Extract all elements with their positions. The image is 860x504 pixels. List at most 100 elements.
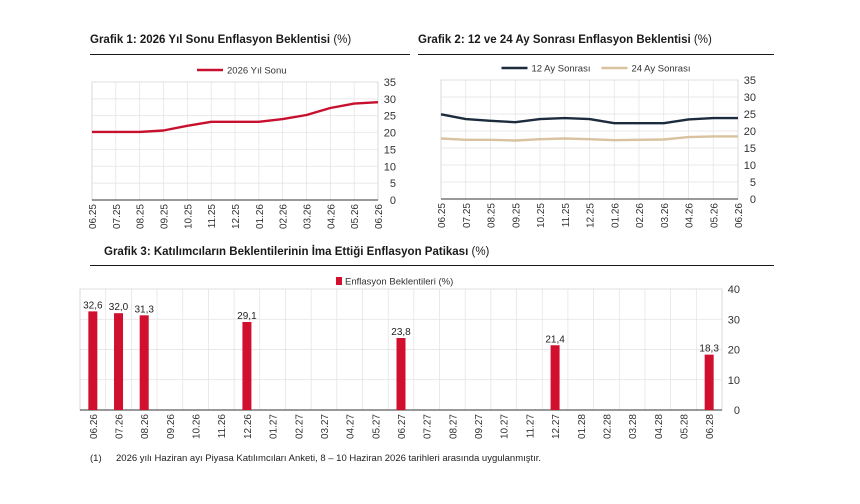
chart2-ytick-label: 30 xyxy=(744,92,756,104)
chart2-data-point xyxy=(687,136,689,138)
chart1-xtick-label: 06.25 xyxy=(88,204,99,229)
chart1-xtick-label: 06.26 xyxy=(374,204,385,229)
chart2-xtick-label: 06.25 xyxy=(437,203,448,228)
chart3-xtick-label: 02.28 xyxy=(602,414,613,439)
chart3-bar xyxy=(88,311,98,410)
chart1-data-point xyxy=(186,125,188,127)
chart1-ytick-label: 30 xyxy=(384,94,396,106)
chart2-data-point xyxy=(440,113,442,115)
chart2-data-point xyxy=(712,117,714,119)
chart3-xtick-label: 12.26 xyxy=(243,414,254,439)
chart3-xtick-label: 05.28 xyxy=(679,414,690,439)
chart3-title-unit: (%) xyxy=(471,246,490,258)
chart3-xtick-label: 05.27 xyxy=(371,414,382,439)
chart1-ytick-label: 20 xyxy=(384,128,396,140)
chart1-data-point xyxy=(281,118,283,120)
chart3-xtick-label: 09.27 xyxy=(474,414,485,439)
chart3-data-label: 32,6 xyxy=(83,300,103,311)
chart3-xtick-label: 04.27 xyxy=(346,414,357,439)
chart3-title: Grafik 3: Katılımcıların Beklentilerinin… xyxy=(104,246,489,258)
chart1-data-point xyxy=(162,129,164,131)
chart1-data-point xyxy=(210,121,212,123)
chart3-xtick-label: 12.27 xyxy=(551,414,562,439)
chart3-ytick-label: 30 xyxy=(728,314,740,326)
chart3-title-text: Grafik 3: Katılımcıların Beklentilerinin… xyxy=(104,246,469,258)
chart3-xtick-label: 04.28 xyxy=(654,414,665,439)
footnote-number: (1) xyxy=(90,453,102,464)
chart2-title: Grafik 2: 12 ve 24 Ay Sonrası Enflasyon … xyxy=(418,34,712,46)
chart3-bar xyxy=(242,321,252,410)
chart2-data-point xyxy=(539,138,541,140)
chart1-series-line xyxy=(92,101,379,134)
chart2-data-point xyxy=(440,137,442,139)
chart2-series-line xyxy=(440,113,738,125)
chart1-title-rule xyxy=(90,54,410,55)
chart3-xtick-label: 11.26 xyxy=(217,414,228,439)
chart1-ytick-label: 10 xyxy=(384,161,396,173)
chart1-xtick-label: 08.25 xyxy=(136,204,147,229)
chart1-ytick-label: 0 xyxy=(390,195,396,207)
chart2-data-point xyxy=(638,122,640,124)
chart2-data-point xyxy=(514,121,516,123)
chart3-bar xyxy=(396,338,406,410)
chart2-xtick-label: 07.25 xyxy=(462,203,473,228)
chart2-data-point xyxy=(588,138,590,140)
chart2-data-point xyxy=(588,118,590,120)
chart1-data-point xyxy=(91,131,93,133)
chart1-xtick-label: 02.26 xyxy=(279,204,290,229)
chart2-ytick-label: 10 xyxy=(744,160,756,172)
chart3-title-rule xyxy=(90,265,774,266)
chart2-title-rule xyxy=(418,54,774,55)
chart2-data-point xyxy=(564,137,566,139)
footnote-text: 2026 yılı Haziran ayı Piyasa Katılımcıla… xyxy=(116,453,542,464)
chart1-data-point xyxy=(305,114,307,116)
chart2-ytick-label: 0 xyxy=(750,194,756,206)
chart2-data-point xyxy=(613,122,615,124)
chart1-xtick-label: 04.26 xyxy=(326,204,337,229)
chart2-ytick-label: 5 xyxy=(750,177,756,189)
chart2-ytick-label: 20 xyxy=(744,126,756,138)
chart1-ytick-label: 35 xyxy=(384,77,396,89)
chart3-xtick-label: 06.28 xyxy=(705,414,716,439)
chart2-ytick-label: 25 xyxy=(744,109,756,121)
chart1-ytick-label: 25 xyxy=(384,111,396,123)
chart1-xtick-label: 11.25 xyxy=(207,204,218,229)
chart1-data-point xyxy=(377,101,379,103)
chart1-legend-label: 2026 Yıl Sonu xyxy=(227,66,287,77)
footnote: (1) 2026 yılı Haziran ayı Piyasa Katılımc… xyxy=(90,453,541,464)
chart2-xtick-label: 04.26 xyxy=(685,203,696,228)
chart1-xtick-label: 09.25 xyxy=(160,204,171,229)
chart3-legend-label: Enflasyon Beklentileri (%) xyxy=(345,277,453,288)
chart3-data-label: 29,1 xyxy=(237,311,257,322)
chart1-data-point xyxy=(138,131,140,133)
chart3-xtick-label: 08.26 xyxy=(140,414,151,439)
chart2-legend-label: 24 Ay Sonrası xyxy=(632,64,691,75)
chart1-ytick-label: 15 xyxy=(384,144,396,156)
chart1-xtick-label: 12.25 xyxy=(231,204,242,229)
chart2-data-point xyxy=(465,139,467,141)
chart1-title: Grafik 1: 2026 Yıl Sonu Enflasyon Beklen… xyxy=(90,34,351,46)
chart3-bar xyxy=(139,315,149,410)
chart2-xtick-label: 10.25 xyxy=(536,203,547,228)
chart2-xtick-label: 05.26 xyxy=(709,203,720,228)
chart2-xtick-label: 08.25 xyxy=(487,203,498,228)
chart3-xtick-label: 03.27 xyxy=(320,414,331,439)
chart2-data-point xyxy=(539,118,541,120)
chart2-data-point xyxy=(663,122,665,124)
chart3-xtick-label: 03.28 xyxy=(628,414,639,439)
chart2-legend-label: 12 Ay Sonrası xyxy=(532,64,591,75)
chart3-xtick-label: 06.27 xyxy=(397,414,408,439)
chart3-xtick-label: 08.27 xyxy=(448,414,459,439)
chart3-ytick-label: 20 xyxy=(728,345,740,357)
chart2-title-text: Grafik 2: 12 ve 24 Ay Sonrası Enflasyon … xyxy=(418,34,691,46)
chart3-bar xyxy=(114,313,124,410)
chart2-xtick-label: 01.26 xyxy=(610,203,621,228)
chart2-ytick-label: 35 xyxy=(744,75,756,87)
chart2-data-point xyxy=(737,117,739,119)
chart2-xtick-label: 09.25 xyxy=(511,203,522,228)
chart2-data-point xyxy=(514,139,516,141)
chart1-xtick-label: 05.26 xyxy=(350,204,361,229)
chart3-data-label: 32,0 xyxy=(109,302,129,313)
chart2-data-point xyxy=(638,139,640,141)
